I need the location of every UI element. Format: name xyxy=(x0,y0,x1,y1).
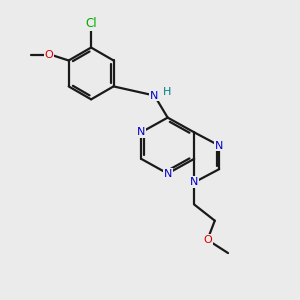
Text: N: N xyxy=(215,141,224,151)
Text: N: N xyxy=(137,127,146,137)
Text: Cl: Cl xyxy=(85,17,97,30)
Text: N: N xyxy=(164,169,172,178)
Text: N: N xyxy=(190,177,198,188)
Text: O: O xyxy=(203,235,212,245)
Text: N: N xyxy=(150,91,159,100)
Text: H: H xyxy=(163,87,171,97)
Text: O: O xyxy=(45,50,53,60)
